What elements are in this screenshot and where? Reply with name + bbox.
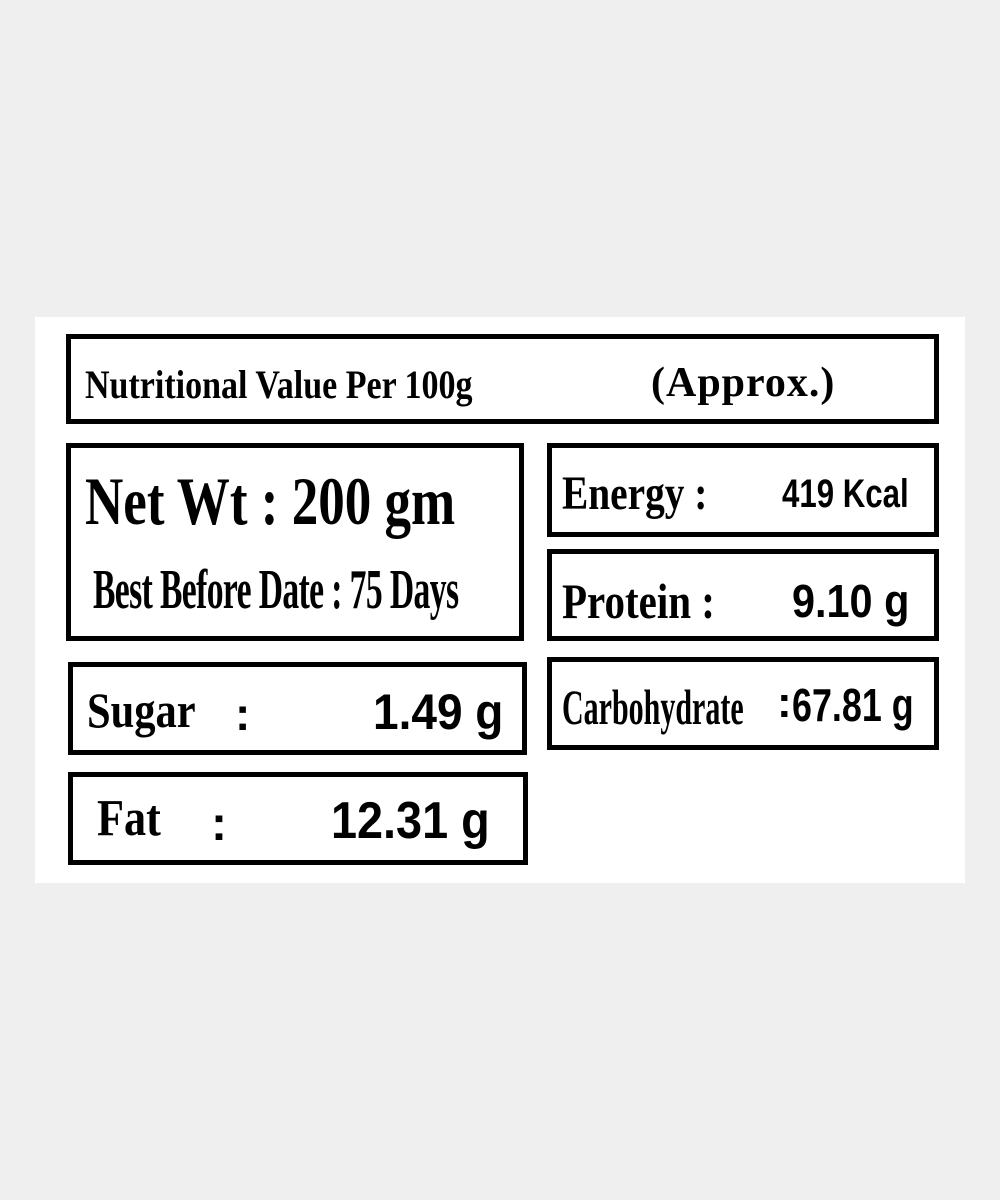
carbohydrate-value: 67.81 g xyxy=(792,679,914,731)
carbohydrate-colon: : xyxy=(777,678,792,727)
protein-label: Protein : xyxy=(562,573,715,629)
fat-label: Fat xyxy=(97,790,161,847)
sugar-label: Sugar xyxy=(87,682,196,738)
fat-value: 12.31 g xyxy=(331,792,490,850)
sugar-value: 1.49 g xyxy=(373,684,504,740)
energy-box: Energy : 419 Kcal xyxy=(547,443,939,537)
fat-box: Fat : 12.31 g xyxy=(68,772,528,865)
energy-value: 419 Kcal xyxy=(782,472,909,516)
sugar-box: Sugar : 1.49 g xyxy=(68,662,527,755)
best-before: Best Before Date : 75 Days xyxy=(93,559,459,621)
energy-label: Energy : xyxy=(562,467,708,520)
net-weight: Net Wt : 200 gm xyxy=(85,463,456,539)
fat-colon: : xyxy=(211,798,227,851)
carbohydrate-label: Carbohydrate xyxy=(562,679,744,735)
header-box: Nutritional Value Per 100g (Approx.) xyxy=(66,334,939,424)
sugar-colon: : xyxy=(235,688,251,740)
protein-box: Protein : 9.10 g xyxy=(547,549,939,641)
protein-value: 9.10 g xyxy=(792,575,910,627)
carbohydrate-box: Carbohydrate : 67.81 g xyxy=(547,657,939,750)
net-weight-box: Net Wt : 200 gm Best Before Date : 75 Da… xyxy=(66,443,524,641)
header-note: (Approx.) xyxy=(651,360,836,406)
header-title: Nutritional Value Per 100g xyxy=(85,362,473,407)
